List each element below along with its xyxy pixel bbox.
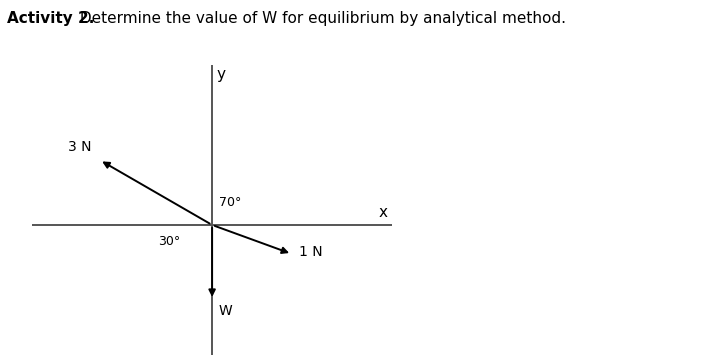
- Text: 1 N: 1 N: [299, 245, 323, 259]
- Text: W: W: [218, 304, 232, 318]
- Text: 3 N: 3 N: [68, 140, 92, 154]
- Text: y: y: [216, 67, 225, 82]
- Text: Activity 2.: Activity 2.: [7, 11, 95, 26]
- Text: Determine the value of W for equilibrium by analytical method.: Determine the value of W for equilibrium…: [75, 11, 567, 26]
- Text: x: x: [379, 205, 388, 220]
- Text: 30°: 30°: [158, 235, 180, 248]
- Text: 70°: 70°: [219, 197, 242, 210]
